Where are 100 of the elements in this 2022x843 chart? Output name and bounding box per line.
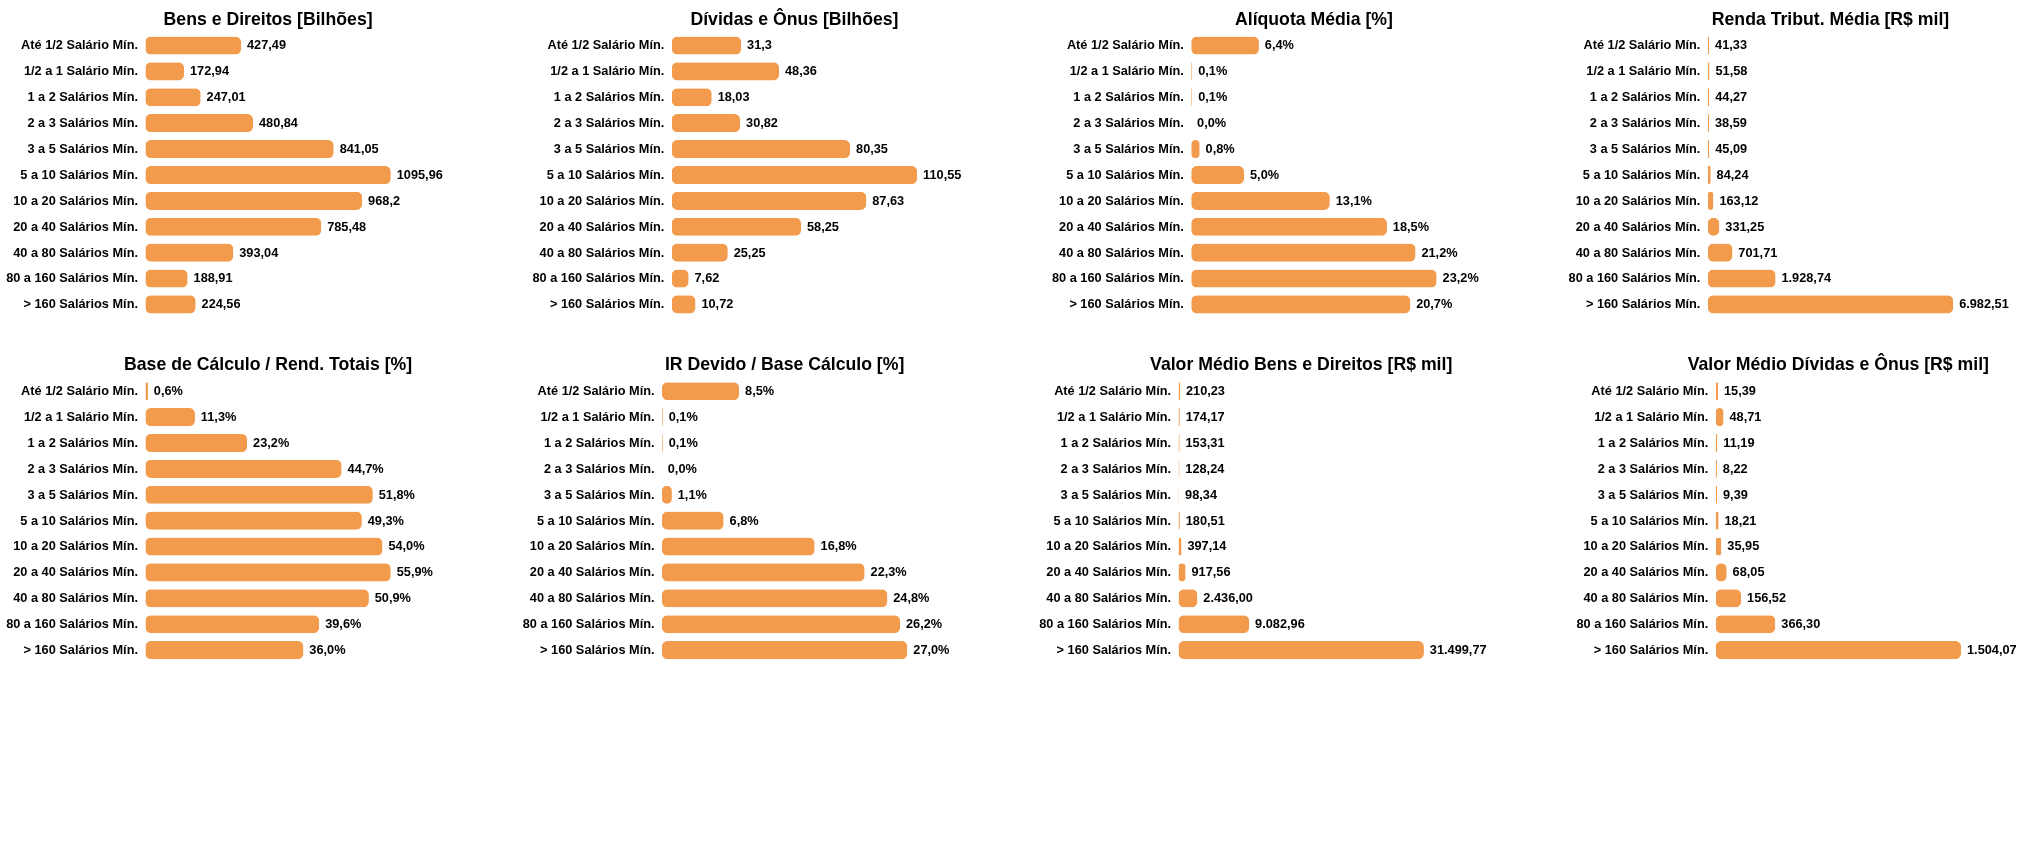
data-label: 23,2%	[1442, 270, 1479, 286]
y-tick-label: 5 a 10 Salários Mín.	[536, 512, 655, 528]
data-label: 55,9%	[396, 564, 433, 580]
y-tick-label: 3 a 5 Salários Mín.	[27, 141, 138, 156]
y-tick-label: 1 a 2 Salários Mín.	[27, 434, 138, 450]
bar	[145, 140, 334, 159]
bar	[145, 165, 391, 185]
chart-title: Valor Médio Bens e Direitos [R$ mil]	[1150, 354, 1453, 375]
data-label: 30,82	[746, 115, 778, 131]
y-tick-label: 80 a 160 Salários Mín.	[532, 270, 665, 286]
data-label: 0,1%	[668, 434, 698, 450]
data-label: 210,23	[1185, 383, 1225, 399]
y-tick-label: 40 a 80 Salários Mín.	[1575, 244, 1701, 260]
data-label: 51,8%	[378, 486, 415, 502]
y-tick-label: 20 a 40 Salários Mín.	[529, 564, 655, 580]
chart-title: IR Devido / Base Cálculo [%]	[664, 354, 905, 375]
data-label: 968,2	[368, 192, 401, 208]
data-label: 1.928,74	[1781, 270, 1832, 286]
y-tick-label: 1 a 2 Salários Mín.	[553, 89, 665, 105]
y-tick-label: 5 a 10 Salários Mín.	[20, 512, 138, 528]
y-tick-label: > 160 Salários Mín.	[540, 642, 655, 658]
y-tick-label: > 160 Salários Mín.	[549, 296, 665, 312]
y-tick-label: 10 a 20 Salários Mín.	[539, 192, 665, 208]
data-label: 49,3%	[367, 512, 404, 528]
data-label: 68,05	[1732, 564, 1765, 580]
bar	[145, 589, 369, 608]
y-tick-label: 40 a 80 Salários Mín.	[13, 244, 138, 260]
data-label: 11,19	[1723, 434, 1755, 450]
y-tick-label: 2 a 3 Salários Mín.	[1589, 115, 1701, 131]
y-tick-label: 80 a 160 Salários Mín.	[1568, 270, 1701, 286]
data-label: 41,33	[1715, 37, 1747, 53]
data-label: 84,24	[1716, 166, 1750, 182]
data-label: 58,25	[806, 218, 839, 234]
data-label: 51,58	[1715, 63, 1748, 79]
data-label: 31.499,77	[1429, 642, 1487, 658]
data-label: 80,35	[856, 141, 888, 156]
data-label: 15,39	[1724, 383, 1756, 399]
y-tick-label: 3 a 5 Salários Mín.	[1060, 486, 1172, 502]
data-label: 20,7%	[1416, 296, 1453, 312]
data-label: 331,25	[1725, 218, 1765, 234]
bar	[145, 485, 373, 504]
bar	[145, 408, 195, 427]
y-tick-label: > 160 Salários Mín.	[1585, 296, 1701, 312]
data-label: 163,12	[1719, 192, 1759, 208]
data-label: 11,3%	[200, 409, 237, 425]
data-label: 1,1%	[677, 486, 707, 502]
bar	[1191, 165, 1245, 185]
bar	[661, 615, 901, 634]
bar	[145, 563, 391, 582]
y-tick-label: > 160 Salários Mín.	[23, 296, 138, 312]
y-tick-label: Até 1/2 Salário Mín.	[547, 37, 665, 53]
bar	[145, 459, 342, 478]
y-tick-label: 5 a 10 Salários Mín.	[20, 166, 138, 182]
data-label: 0,0%	[667, 460, 697, 476]
y-tick-label: 20 a 40 Salários Mín.	[1046, 564, 1172, 580]
y-tick-label: > 160 Salários Mín.	[1069, 296, 1184, 312]
data-label: 13,1%	[1335, 192, 1372, 208]
y-tick-label: 1 a 2 Salários Mín.	[27, 89, 138, 105]
bar	[1178, 615, 1250, 634]
y-tick-label: Até 1/2 Salário Mín.	[1591, 383, 1709, 399]
y-tick-label: 2 a 3 Salários Mín.	[1597, 460, 1709, 476]
y-tick-label: 80 a 160 Salários Mín.	[1052, 270, 1184, 286]
data-label: 2.436,00	[1203, 590, 1253, 606]
y-tick-label: 2 a 3 Salários Mín.	[553, 115, 665, 131]
y-tick-label: 40 a 80 Salários Mín.	[1059, 244, 1184, 260]
bar	[661, 382, 740, 401]
bar	[145, 114, 254, 133]
bar	[661, 589, 888, 608]
y-tick-label: 5 a 10 Salários Mín.	[1582, 166, 1701, 182]
y-tick-label: 20 a 40 Salários Mín.	[1583, 564, 1709, 580]
data-label: 25,25	[733, 244, 766, 260]
y-tick-label: 80 a 160 Salários Mín.	[522, 616, 655, 632]
data-label: 54,0%	[388, 538, 425, 554]
data-label: 38,59	[1715, 115, 1747, 131]
y-tick-label: 1/2 a 1 Salário Mín.	[1069, 63, 1184, 79]
y-tick-label: 1/2 a 1 Salário Mín.	[23, 63, 138, 79]
bar	[1707, 269, 1776, 288]
y-tick-label: 1/2 a 1 Salário Mín.	[550, 63, 665, 79]
data-label: 427,49	[247, 37, 286, 53]
y-tick-label: 3 a 5 Salários Mín.	[553, 141, 665, 156]
bar	[671, 140, 851, 159]
bar	[661, 641, 908, 660]
data-label: 98,34	[1185, 486, 1218, 502]
bar	[671, 62, 780, 81]
y-tick-label: 10 a 20 Salários Mín.	[13, 538, 138, 554]
data-label: 110,55	[923, 166, 962, 182]
bar	[671, 243, 728, 262]
chart-title: Alíquota Média [%]	[1234, 8, 1393, 29]
chart-title: Renda Tribut. Média [R$ mil]	[1711, 8, 1950, 29]
data-label: 397,14	[1187, 538, 1228, 554]
y-tick-label: 1 a 2 Salários Mín.	[1589, 89, 1701, 105]
data-label: 48,71	[1729, 409, 1762, 425]
y-tick-label: 5 a 10 Salários Mín.	[546, 166, 665, 182]
y-tick-label: Até 1/2 Salário Mín.	[21, 37, 138, 53]
y-tick-label: 40 a 80 Salários Mín.	[13, 590, 138, 606]
data-label: 366,30	[1781, 616, 1821, 632]
y-tick-label: Até 1/2 Salário Mín.	[1066, 37, 1184, 53]
data-label: 785,48	[327, 218, 367, 234]
bar	[145, 217, 322, 236]
data-label: 18,03	[717, 89, 750, 105]
